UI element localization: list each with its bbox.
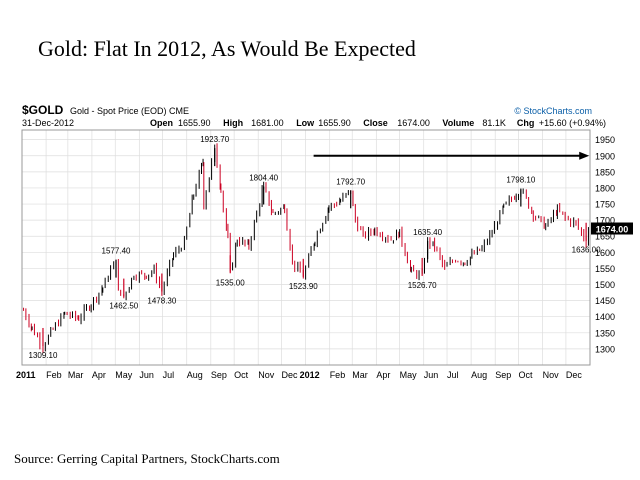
quote-value-1: 1681.00	[251, 118, 284, 128]
quote-label-4: Volume	[442, 118, 474, 128]
x-tick-label: Oct	[519, 370, 534, 380]
annotation-label: 1635.40	[413, 228, 442, 237]
y-tick-label: 1750	[595, 200, 615, 210]
x-tick-label: Jun	[424, 370, 439, 380]
x-tick-label: Oct	[234, 370, 249, 380]
annotation-label: 1478.30	[147, 297, 176, 306]
x-tick-label: 2012	[300, 370, 320, 380]
quote-value-5: +15.60 (+0.94%)	[539, 118, 606, 128]
annotation-label: 1792.70	[336, 177, 365, 186]
quote-label-1: High	[223, 118, 243, 128]
slide-title: Gold: Flat In 2012, As Would Be Expected	[38, 36, 416, 61]
x-tick-label: Mar	[352, 370, 368, 380]
y-tick-label: 1800	[595, 183, 615, 193]
y-tick-label: 1550	[595, 264, 615, 274]
x-tick-label: Feb	[46, 370, 62, 380]
last-price-tag	[591, 222, 633, 235]
x-tick-label: Apr	[376, 370, 390, 380]
x-tick-label: Apr	[92, 370, 106, 380]
quote-value-3: 1674.00	[397, 118, 430, 128]
y-tick-label: 1500	[595, 280, 615, 290]
quote-value-0: 1655.90	[178, 118, 211, 128]
annotation-label: 1309.10	[29, 351, 58, 360]
y-tick-label: 1950	[595, 135, 615, 145]
annotation-label: 1923.70	[200, 135, 229, 144]
last-price-label: 1674.00	[596, 225, 629, 235]
x-tick-label: Nov	[258, 370, 275, 380]
annotation-label: 1636.00	[572, 246, 601, 255]
y-tick-label: 1400	[595, 312, 615, 322]
y-tick-label: 1300	[595, 344, 615, 354]
x-tick-label: Mar	[68, 370, 84, 380]
x-tick-label: Aug	[187, 370, 203, 380]
x-tick-label: May	[115, 370, 133, 380]
quote-label-0: Open	[150, 118, 173, 128]
y-tick-label: 1450	[595, 296, 615, 306]
x-tick-label: Sep	[495, 370, 511, 380]
annotation-label: 1577.40	[102, 247, 131, 256]
annotation-label: 1798.10	[506, 176, 535, 185]
quote-label-2: Low	[296, 118, 315, 128]
annotation-label: 1804.40	[249, 174, 278, 183]
brand-label: © StockCharts.com	[514, 106, 592, 116]
chart-symbol: $GOLD	[22, 103, 64, 117]
x-tick-label: Nov	[543, 370, 560, 380]
x-tick-label: Dec	[282, 370, 299, 380]
x-tick-label: Jun	[139, 370, 154, 380]
y-tick-label: 1700	[595, 216, 615, 226]
x-tick-label: 2011	[16, 370, 36, 380]
quote-value-4: 81.1K	[482, 118, 506, 128]
chart-date: 31-Dec-2012	[22, 118, 74, 128]
plot-frame	[21, 129, 591, 366]
y-tick-label: 1900	[595, 151, 615, 161]
x-tick-label: Aug	[471, 370, 487, 380]
annotation-label: 1526.70	[408, 281, 437, 290]
y-tick-label: 1850	[595, 167, 615, 177]
annotation-label: 1535.00	[216, 278, 245, 287]
x-tick-label: Dec	[566, 370, 583, 380]
y-tick-label: 1600	[595, 248, 615, 258]
y-tick-label: 1650	[595, 232, 615, 242]
chart-name: Gold - Spot Price (EOD) CME	[70, 106, 189, 116]
x-tick-label: Jul	[163, 370, 175, 380]
x-tick-label: Jul	[447, 370, 459, 380]
x-tick-label: Sep	[211, 370, 227, 380]
annotation-label: 1523.90	[289, 282, 318, 291]
x-tick-label: May	[400, 370, 418, 380]
y-tick-label: 1350	[595, 328, 615, 338]
annotation-label: 1462.50	[109, 302, 138, 311]
x-tick-label: Feb	[330, 370, 346, 380]
quote-label-5: Chg	[517, 118, 535, 128]
source-note: Source: Gerring Capital Partners, StockC…	[14, 451, 280, 466]
quote-value-2: 1655.90	[318, 118, 351, 128]
quote-label-3: Close	[363, 118, 388, 128]
flat-arrow-head	[579, 151, 590, 160]
